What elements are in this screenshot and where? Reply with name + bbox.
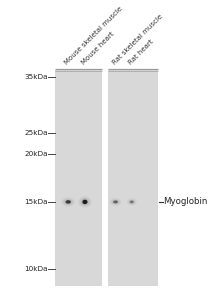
- Ellipse shape: [79, 197, 91, 207]
- Ellipse shape: [130, 200, 134, 203]
- Bar: [55, 70, 102, 286]
- Ellipse shape: [113, 201, 118, 203]
- Ellipse shape: [111, 199, 120, 205]
- Ellipse shape: [81, 199, 89, 206]
- Text: Mouse skeletal muscle: Mouse skeletal muscle: [64, 5, 124, 65]
- Ellipse shape: [83, 200, 87, 203]
- Ellipse shape: [114, 201, 117, 203]
- Ellipse shape: [130, 201, 134, 203]
- Ellipse shape: [66, 201, 70, 203]
- Bar: [108, 70, 158, 286]
- Ellipse shape: [67, 201, 70, 203]
- Ellipse shape: [114, 201, 117, 202]
- Ellipse shape: [62, 198, 75, 206]
- Ellipse shape: [66, 201, 71, 203]
- Ellipse shape: [111, 199, 120, 205]
- Ellipse shape: [66, 200, 71, 204]
- Ellipse shape: [114, 201, 117, 203]
- Ellipse shape: [82, 200, 88, 205]
- Ellipse shape: [82, 200, 88, 204]
- Ellipse shape: [127, 199, 136, 205]
- Ellipse shape: [80, 197, 90, 206]
- Ellipse shape: [80, 198, 89, 206]
- Ellipse shape: [66, 201, 70, 203]
- Ellipse shape: [81, 199, 89, 205]
- Text: Rat heart: Rat heart: [127, 38, 155, 65]
- Ellipse shape: [128, 200, 135, 204]
- Ellipse shape: [64, 199, 72, 205]
- Text: 35kDa: 35kDa: [24, 74, 47, 80]
- Ellipse shape: [81, 199, 89, 205]
- Ellipse shape: [110, 199, 121, 205]
- Ellipse shape: [130, 201, 133, 203]
- Ellipse shape: [81, 199, 88, 205]
- Ellipse shape: [65, 200, 72, 204]
- Ellipse shape: [79, 196, 91, 207]
- Text: Myoglobin: Myoglobin: [163, 197, 208, 206]
- Ellipse shape: [63, 199, 73, 205]
- Ellipse shape: [112, 200, 119, 204]
- Ellipse shape: [129, 200, 135, 204]
- Ellipse shape: [128, 200, 135, 204]
- Ellipse shape: [64, 200, 72, 205]
- Ellipse shape: [112, 200, 120, 204]
- Ellipse shape: [130, 201, 133, 203]
- Ellipse shape: [113, 200, 118, 203]
- Ellipse shape: [130, 201, 133, 203]
- Ellipse shape: [127, 199, 136, 205]
- Ellipse shape: [113, 200, 118, 203]
- Ellipse shape: [83, 201, 87, 203]
- Ellipse shape: [129, 200, 134, 203]
- Ellipse shape: [80, 198, 90, 206]
- Ellipse shape: [131, 201, 133, 202]
- Ellipse shape: [114, 201, 118, 203]
- Ellipse shape: [65, 200, 71, 204]
- Ellipse shape: [64, 199, 73, 205]
- Ellipse shape: [112, 200, 119, 204]
- Ellipse shape: [111, 199, 121, 205]
- Ellipse shape: [65, 200, 72, 204]
- Ellipse shape: [83, 200, 87, 204]
- Ellipse shape: [65, 200, 71, 204]
- Ellipse shape: [63, 199, 74, 206]
- Ellipse shape: [64, 200, 72, 204]
- Ellipse shape: [112, 200, 119, 204]
- Ellipse shape: [112, 200, 119, 204]
- Ellipse shape: [63, 199, 73, 205]
- Ellipse shape: [63, 198, 74, 206]
- Ellipse shape: [80, 198, 90, 206]
- Text: 20kDa: 20kDa: [24, 151, 47, 157]
- Text: 25kDa: 25kDa: [24, 130, 47, 136]
- Text: Mouse heart: Mouse heart: [81, 30, 116, 65]
- Ellipse shape: [128, 199, 136, 205]
- Ellipse shape: [129, 200, 134, 204]
- Ellipse shape: [128, 199, 136, 205]
- Ellipse shape: [82, 200, 88, 204]
- Ellipse shape: [66, 200, 71, 203]
- Ellipse shape: [83, 200, 87, 204]
- Ellipse shape: [113, 200, 118, 203]
- Ellipse shape: [79, 197, 91, 207]
- Ellipse shape: [110, 199, 121, 205]
- Ellipse shape: [83, 201, 87, 203]
- Text: 10kDa: 10kDa: [24, 266, 47, 272]
- Ellipse shape: [130, 201, 134, 203]
- Ellipse shape: [111, 199, 120, 205]
- Ellipse shape: [62, 198, 74, 206]
- Ellipse shape: [130, 200, 134, 203]
- Ellipse shape: [128, 199, 135, 205]
- Text: 15kDa: 15kDa: [24, 199, 47, 205]
- Ellipse shape: [113, 200, 118, 204]
- Ellipse shape: [129, 200, 135, 204]
- Ellipse shape: [79, 196, 91, 207]
- Ellipse shape: [129, 200, 135, 204]
- Ellipse shape: [80, 197, 90, 206]
- Ellipse shape: [82, 200, 88, 204]
- Text: Rat skeletal muscle: Rat skeletal muscle: [111, 13, 164, 65]
- Ellipse shape: [62, 198, 74, 206]
